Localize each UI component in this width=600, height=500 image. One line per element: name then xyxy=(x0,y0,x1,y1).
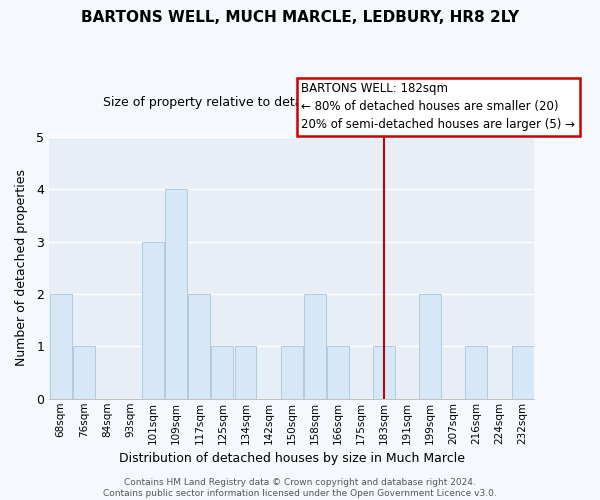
X-axis label: Distribution of detached houses by size in Much Marcle: Distribution of detached houses by size … xyxy=(119,452,464,465)
Bar xyxy=(188,294,210,399)
Bar xyxy=(419,294,441,399)
Text: Contains HM Land Registry data © Crown copyright and database right 2024.
Contai: Contains HM Land Registry data © Crown c… xyxy=(103,478,497,498)
Bar xyxy=(281,346,302,399)
Bar xyxy=(165,189,187,399)
Bar xyxy=(466,346,487,399)
Bar xyxy=(235,346,256,399)
Bar xyxy=(50,294,72,399)
Title: Size of property relative to detached houses in Much Marcle: Size of property relative to detached ho… xyxy=(103,96,480,109)
Bar xyxy=(327,346,349,399)
Text: BARTONS WELL, MUCH MARCLE, LEDBURY, HR8 2LY: BARTONS WELL, MUCH MARCLE, LEDBURY, HR8 … xyxy=(81,10,519,25)
Bar xyxy=(512,346,533,399)
Bar xyxy=(73,346,95,399)
Bar xyxy=(211,346,233,399)
Bar xyxy=(373,346,395,399)
Bar xyxy=(304,294,326,399)
Y-axis label: Number of detached properties: Number of detached properties xyxy=(15,169,28,366)
Text: BARTONS WELL: 182sqm
← 80% of detached houses are smaller (20)
20% of semi-detac: BARTONS WELL: 182sqm ← 80% of detached h… xyxy=(301,82,575,132)
Bar xyxy=(142,242,164,399)
